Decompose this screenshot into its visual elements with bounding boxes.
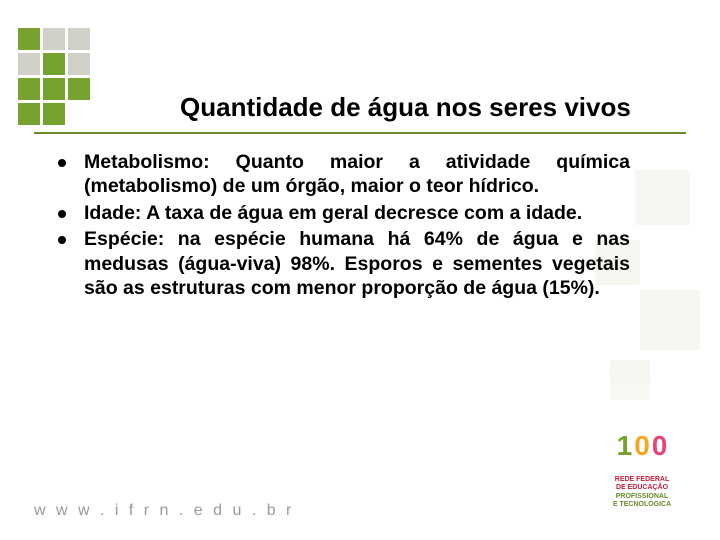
bullet-icon bbox=[58, 159, 66, 167]
bullet-text: Idade: A taxa de água em geral decresce … bbox=[84, 201, 582, 225]
badge-digit: 0 bbox=[652, 430, 668, 462]
footer-badge: 1 0 0 REDE FEDERAL DE EDUCAÇÃO PROFISSIO… bbox=[592, 430, 692, 522]
logo-square bbox=[18, 103, 40, 125]
badge-line: DE EDUCAÇÃO bbox=[592, 484, 692, 492]
badge-line: E TECNOLÓGICA bbox=[592, 501, 692, 509]
footer-url: w w w . i f r n . e d u . b r bbox=[34, 502, 294, 520]
logo-square bbox=[18, 78, 40, 100]
logo-square bbox=[43, 103, 65, 125]
content-area: Metabolismo: Quanto maior a atividade qu… bbox=[58, 150, 630, 302]
logo-square bbox=[18, 53, 40, 75]
badge-digit: 1 bbox=[617, 430, 633, 462]
slide-title: Quantidade de água nos seres vivos bbox=[180, 92, 660, 123]
list-item: Espécie: na espécie humana há 64% de águ… bbox=[58, 227, 630, 300]
logo-square bbox=[18, 28, 40, 50]
title-underline bbox=[34, 132, 686, 134]
institution-logo bbox=[18, 28, 90, 125]
bullet-text: Espécie: na espécie humana há 64% de águ… bbox=[84, 227, 630, 300]
bullet-icon bbox=[58, 236, 66, 244]
logo-square bbox=[43, 78, 65, 100]
list-item: Idade: A taxa de água em geral decresce … bbox=[58, 201, 630, 225]
logo-square bbox=[68, 78, 90, 100]
badge-digit: 0 bbox=[634, 430, 650, 462]
bullet-text: Metabolismo: Quanto maior a atividade qu… bbox=[84, 150, 630, 199]
logo-square bbox=[68, 28, 90, 50]
badge-line: PROFISSIONAL bbox=[592, 493, 692, 501]
logo-square bbox=[43, 28, 65, 50]
logo-square bbox=[68, 53, 90, 75]
logo-square bbox=[43, 53, 65, 75]
bullet-icon bbox=[58, 210, 66, 218]
list-item: Metabolismo: Quanto maior a atividade qu… bbox=[58, 150, 630, 199]
logo-square bbox=[68, 103, 90, 125]
